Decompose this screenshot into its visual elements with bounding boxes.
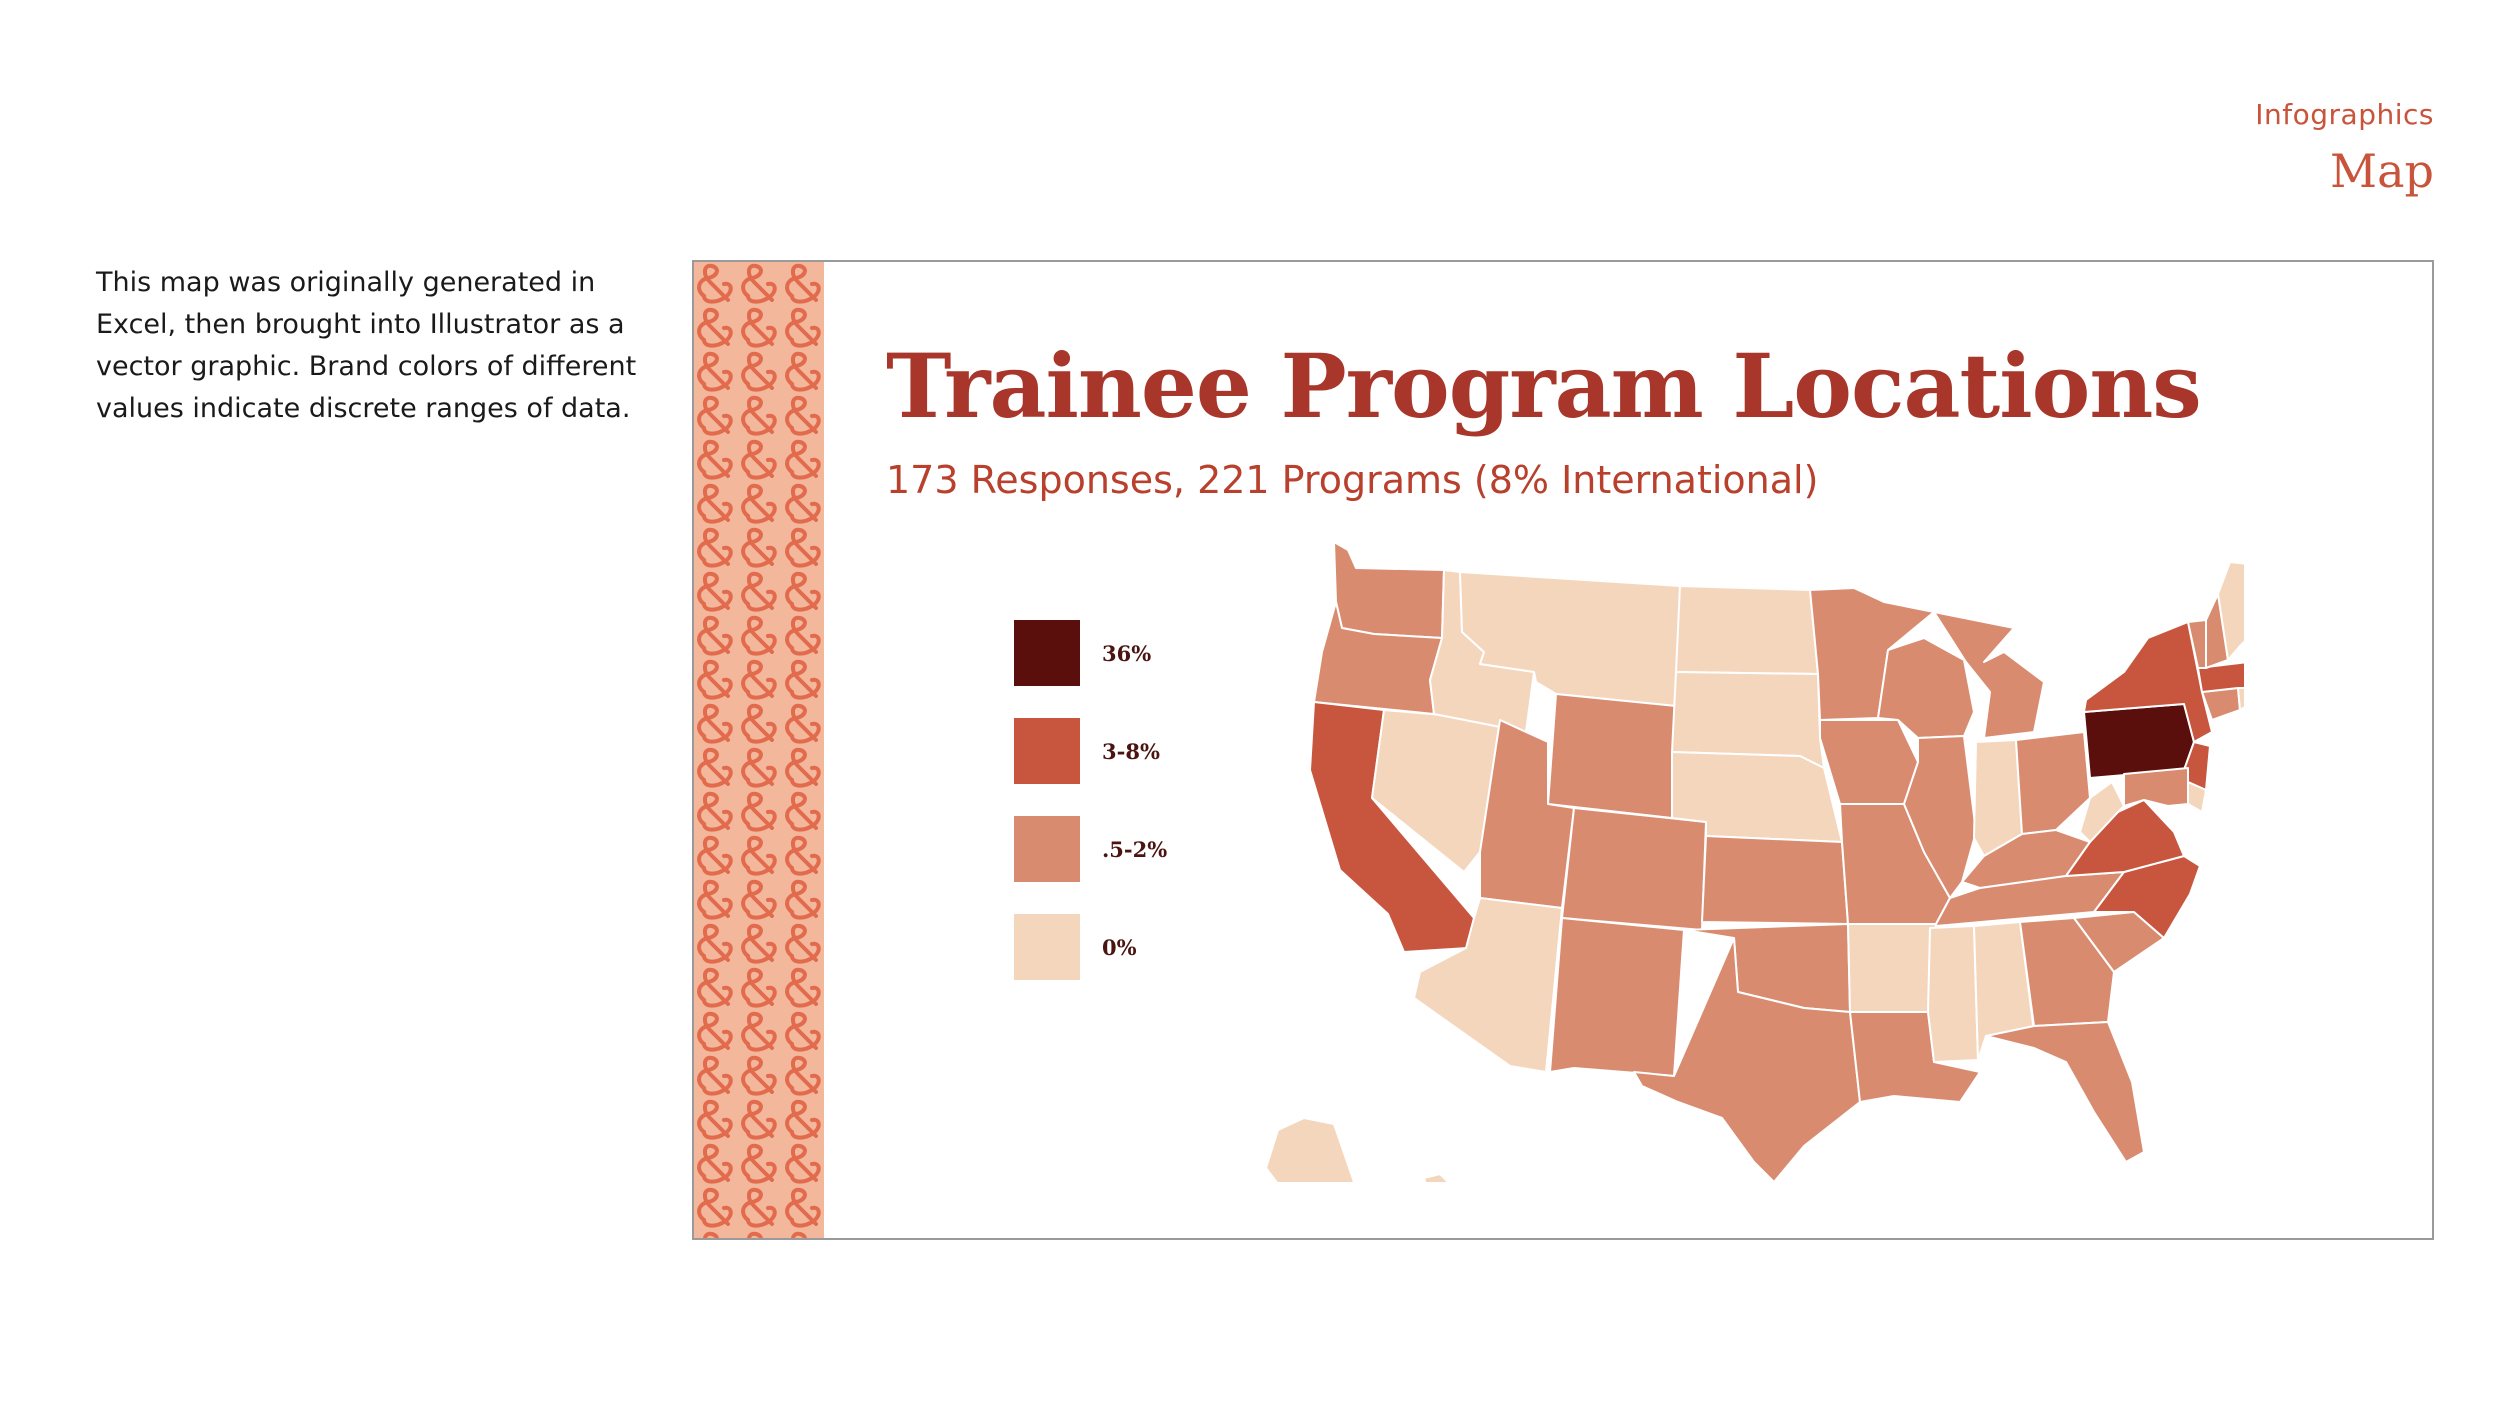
state-RI [2237, 687, 2244, 711]
state-WY [1547, 693, 1677, 819]
infographic-frame: Trainee Program Locations 173 Responses,… [692, 260, 2434, 1240]
state-TX [1633, 937, 1861, 1182]
legend-swatch-0 [1014, 914, 1080, 980]
legend-item-0: 0% [1014, 914, 1167, 980]
section-label: Infographics [2255, 98, 2434, 131]
state-CO [1561, 807, 1707, 931]
legend-item-3-8: 3-8% [1014, 718, 1167, 784]
legend-label: 0% [1102, 934, 1137, 960]
us-map [1265, 542, 2244, 1182]
state-PA [2083, 703, 2195, 779]
state-AK [1265, 1117, 1355, 1182]
state-KS [1701, 835, 1849, 925]
state-MI [1933, 611, 2045, 739]
state-GA [2019, 917, 2115, 1027]
legend-item-05-2: .5-2% [1014, 816, 1167, 882]
state-HI [1423, 1173, 1450, 1182]
state-NY [2083, 621, 2213, 743]
state-MD [2123, 767, 2189, 807]
legend-swatch-36 [1014, 620, 1080, 686]
state-MA [2197, 661, 2244, 693]
state-OH [2015, 731, 2091, 835]
state-ME [2217, 561, 2244, 661]
page-title: Map [2330, 144, 2434, 198]
state-NM [1549, 917, 1685, 1077]
infographic-subtitle: 173 Responses, 221 Programs (8% Internat… [886, 458, 1819, 502]
decorative-pattern-strip [694, 262, 824, 1238]
state-MS [1927, 925, 1979, 1063]
state-ND [1675, 585, 1819, 675]
legend-label: 36% [1102, 640, 1152, 666]
legend-swatch-3-8 [1014, 718, 1080, 784]
legend: 36% 3-8% .5-2% 0% [1014, 620, 1167, 1012]
description-text: This map was originally generated in Exc… [96, 267, 637, 424]
infographic-title: Trainee Program Locations [886, 334, 2202, 438]
state-FL [1985, 1021, 2145, 1163]
state-WA [1333, 542, 1445, 639]
legend-swatch-05-2 [1014, 816, 1080, 882]
legend-label: .5-2% [1102, 836, 1168, 862]
ampersand-pattern [694, 262, 824, 1238]
legend-label: 3-8% [1102, 738, 1160, 764]
state-IA [1819, 719, 1919, 805]
legend-item-36: 36% [1014, 620, 1167, 686]
state-AZ [1413, 897, 1563, 1073]
state-AR [1847, 923, 1937, 1013]
state-WV [2079, 781, 2125, 843]
